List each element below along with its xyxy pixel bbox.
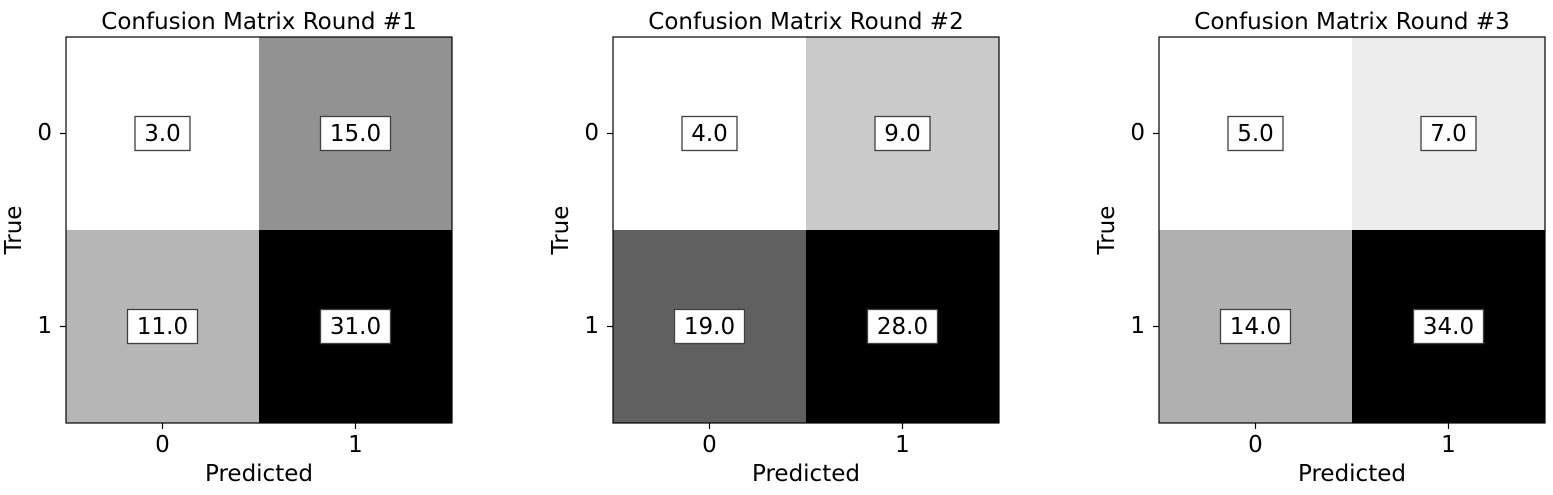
y-tick-label: 0 <box>1130 120 1145 146</box>
value-label-box <box>1412 308 1485 345</box>
x-axis-label: Predicted <box>752 461 860 487</box>
confusion-matrix-2: 4.0 9.0 19.0 28.0 Confusion Matrix Round #2 0… <box>548 9 1000 487</box>
value-label: 4.0 <box>691 121 728 147</box>
y-axis-label: True <box>548 206 574 256</box>
value-label-box <box>1219 308 1292 345</box>
y-axis-label: True <box>1 206 27 256</box>
y-axis-label: True <box>1094 206 1120 256</box>
value-label: 34.0 <box>1423 314 1474 340</box>
value-label: 14.0 <box>1230 314 1281 340</box>
value-label-box <box>319 308 392 345</box>
value-label: 7.0 <box>1430 121 1467 147</box>
y-tick-label: 1 <box>1130 313 1145 339</box>
axes-frame <box>1158 36 1546 424</box>
axes-frame <box>65 36 453 424</box>
value-label: 31.0 <box>330 314 381 340</box>
axes-frame <box>612 36 1000 424</box>
value-label: 11.0 <box>137 314 188 340</box>
value-label-box <box>319 115 392 152</box>
chart-title: Confusion Matrix Round #1 <box>101 9 416 35</box>
y-tick-label: 0 <box>37 120 52 146</box>
x-tick-label: 1 <box>895 432 910 458</box>
value-label-box <box>126 308 199 345</box>
value-label: 3.0 <box>144 121 181 147</box>
x-axis-label: Predicted <box>1298 461 1406 487</box>
value-label: 9.0 <box>884 121 921 147</box>
y-tick-label: 1 <box>37 313 52 339</box>
x-tick-label: 0 <box>155 432 170 458</box>
chart-title: Confusion Matrix Round #3 <box>1194 9 1509 35</box>
value-label: 19.0 <box>684 314 735 340</box>
value-label-box <box>673 308 746 345</box>
x-tick-label: 1 <box>348 432 363 458</box>
value-label-box <box>1227 115 1284 152</box>
confusion-matrix-1: 3.0 15.0 11.0 31.0 Confusion Matrix Round #1… <box>1 9 453 487</box>
y-tick-label: 0 <box>584 120 599 146</box>
x-tick-label: 0 <box>1248 432 1263 458</box>
confusion-matrix-3: 5.0 7.0 14.0 34.0 Confusion Matrix Round #3 0… <box>1094 9 1546 487</box>
value-label-box <box>134 115 191 152</box>
value-label: 5.0 <box>1237 121 1274 147</box>
value-label-box <box>866 308 939 345</box>
chart-title: Confusion Matrix Round #2 <box>648 9 963 35</box>
x-tick-label: 0 <box>702 432 717 458</box>
value-label: 15.0 <box>330 121 381 147</box>
x-tick-label: 1 <box>1441 432 1456 458</box>
value-label-box <box>874 115 931 152</box>
value-label: 28.0 <box>877 314 928 340</box>
y-tick-label: 1 <box>584 313 599 339</box>
value-label-box <box>1420 115 1477 152</box>
value-label-box <box>681 115 738 152</box>
x-axis-label: Predicted <box>205 461 313 487</box>
